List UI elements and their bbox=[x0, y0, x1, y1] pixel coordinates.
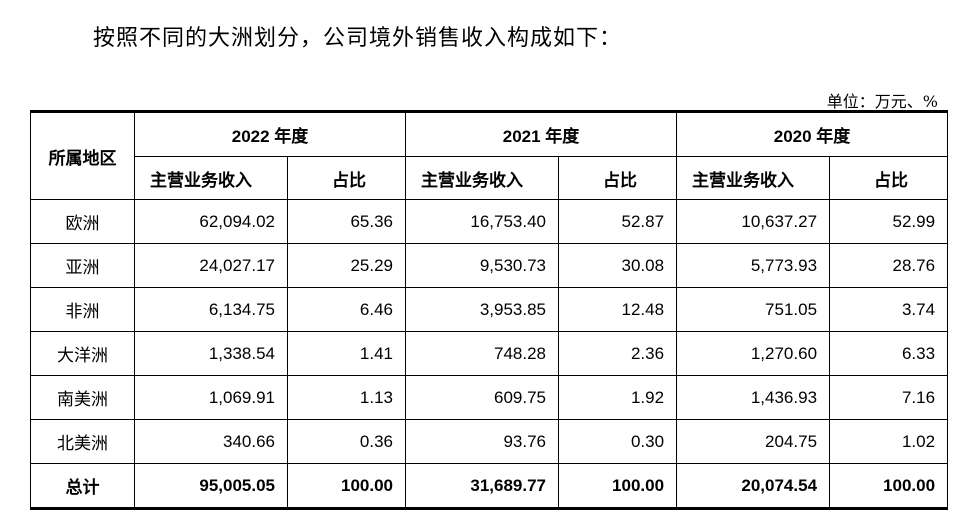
value-cell: 1.02 bbox=[829, 419, 949, 464]
value-cell: 1.92 bbox=[558, 375, 678, 420]
table-row: 南美洲 1,069.91 1.13 609.75 1.92 1,436.93 7… bbox=[30, 375, 949, 420]
revenue-header-2020: 主营业务收入 bbox=[676, 156, 831, 200]
revenue-header-2022: 主营业务收入 bbox=[134, 156, 288, 200]
revenue-header-2021: 主营业务收入 bbox=[405, 156, 560, 200]
table-row: 欧洲 62,094.02 65.36 16,753.40 52.87 10,63… bbox=[30, 199, 949, 244]
region-cell: 欧洲 bbox=[30, 199, 135, 244]
value-cell: 1.41 bbox=[286, 331, 407, 376]
value-cell: 5,773.93 bbox=[676, 243, 831, 288]
table-row: 大洋洲 1,338.54 1.41 748.28 2.36 1,270.60 6… bbox=[30, 331, 949, 376]
region-cell: 大洋洲 bbox=[30, 331, 135, 376]
share-header-2020: 占比 bbox=[829, 156, 949, 200]
value-cell: 65.36 bbox=[286, 199, 407, 244]
value-cell: 1,436.93 bbox=[676, 375, 831, 420]
value-cell: 12.48 bbox=[558, 287, 678, 332]
region-cell: 亚洲 bbox=[30, 243, 135, 288]
value-cell: 340.66 bbox=[134, 419, 288, 464]
total-row: 总计 95,005.05 100.00 31,689.77 100.00 20,… bbox=[30, 463, 949, 509]
value-cell: 10,637.27 bbox=[676, 199, 831, 244]
total-cell: 31,689.77 bbox=[405, 463, 560, 509]
value-cell: 6,134.75 bbox=[134, 287, 288, 332]
total-cell: 20,074.54 bbox=[676, 463, 831, 509]
value-cell: 1,069.91 bbox=[134, 375, 288, 420]
unit-note: 单位：万元、% bbox=[826, 92, 938, 111]
region-cell: 北美洲 bbox=[30, 419, 135, 464]
value-cell: 25.29 bbox=[286, 243, 407, 288]
value-cell: 24,027.17 bbox=[134, 243, 288, 288]
value-cell: 3,953.85 bbox=[405, 287, 560, 332]
table-row: 非洲 6,134.75 6.46 3,953.85 12.48 751.05 3… bbox=[30, 287, 949, 332]
total-cell: 100.00 bbox=[829, 463, 949, 509]
value-cell: 30.08 bbox=[558, 243, 678, 288]
value-cell: 609.75 bbox=[405, 375, 560, 420]
value-cell: 16,753.40 bbox=[405, 199, 560, 244]
value-cell: 751.05 bbox=[676, 287, 831, 332]
value-cell: 0.36 bbox=[286, 419, 407, 464]
value-cell: 62,094.02 bbox=[134, 199, 288, 244]
value-cell: 1.13 bbox=[286, 375, 407, 420]
share-header-2021: 占比 bbox=[558, 156, 678, 200]
intro-paragraph: 按照不同的大洲划分，公司境外销售收入构成如下： bbox=[93, 26, 623, 51]
value-cell: 748.28 bbox=[405, 331, 560, 376]
value-cell: 52.99 bbox=[829, 199, 949, 244]
overseas-revenue-table: 所属地区 2022 年度 2021 年度 2020 年度 主营业务收入 占比 主… bbox=[30, 110, 949, 510]
value-cell: 6.46 bbox=[286, 287, 407, 332]
value-cell: 9,530.73 bbox=[405, 243, 560, 288]
value-cell: 3.74 bbox=[829, 287, 949, 332]
table-row: 北美洲 340.66 0.36 93.76 0.30 204.75 1.02 bbox=[30, 419, 949, 464]
year-header-2022: 2022 年度 bbox=[133, 111, 407, 157]
region-cell: 南美洲 bbox=[30, 375, 135, 420]
value-cell: 2.36 bbox=[558, 331, 678, 376]
region-cell: 非洲 bbox=[30, 287, 135, 332]
share-header-2022: 占比 bbox=[286, 156, 407, 200]
total-cell: 95,005.05 bbox=[134, 463, 288, 509]
value-cell: 204.75 bbox=[676, 419, 831, 464]
year-header-2021: 2021 年度 bbox=[405, 111, 678, 157]
value-cell: 7.16 bbox=[829, 375, 949, 420]
value-cell: 93.76 bbox=[405, 419, 560, 464]
year-header-2020: 2020 年度 bbox=[676, 111, 949, 157]
value-cell: 0.30 bbox=[558, 419, 678, 464]
value-cell: 28.76 bbox=[829, 243, 949, 288]
value-cell: 6.33 bbox=[829, 331, 949, 376]
region-header: 所属地区 bbox=[30, 111, 135, 200]
value-cell: 1,270.60 bbox=[676, 331, 831, 376]
table-row: 亚洲 24,027.17 25.29 9,530.73 30.08 5,773.… bbox=[30, 243, 949, 288]
value-cell: 1,338.54 bbox=[134, 331, 288, 376]
total-cell: 100.00 bbox=[286, 463, 407, 509]
total-cell: 100.00 bbox=[558, 463, 678, 509]
value-cell: 52.87 bbox=[558, 199, 678, 244]
total-label: 总计 bbox=[30, 463, 135, 509]
